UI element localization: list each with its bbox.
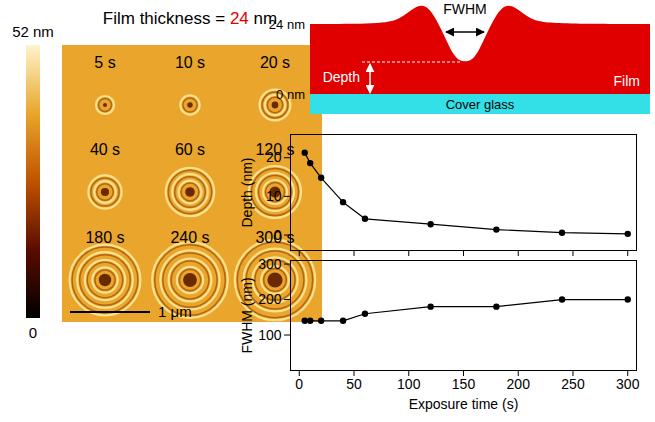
svg-text:240 s: 240 s — [170, 229, 209, 246]
svg-text:100: 100 — [258, 326, 282, 342]
svg-text:20 s: 20 s — [260, 54, 290, 71]
svg-text:Exposure time (s): Exposure time (s) — [409, 396, 519, 412]
svg-text:60 s: 60 s — [175, 141, 205, 158]
svg-text:120 s: 120 s — [255, 141, 295, 158]
svg-text:10: 10 — [266, 188, 282, 204]
svg-text:150: 150 — [452, 376, 476, 392]
svg-text:20: 20 — [266, 149, 282, 165]
svg-text:300 s: 300 s — [255, 229, 295, 246]
svg-text:52 nm: 52 nm — [12, 23, 54, 40]
svg-text:0: 0 — [29, 324, 37, 341]
svg-text:0 nm: 0 nm — [276, 87, 305, 102]
svg-text:24 nm: 24 nm — [269, 17, 305, 32]
svg-text:Film thickness = 24 nm: Film thickness = 24 nm — [103, 9, 277, 28]
svg-text:0: 0 — [274, 227, 282, 243]
svg-text:1 μm: 1 μm — [158, 303, 192, 320]
svg-text:10 s: 10 s — [175, 54, 205, 71]
svg-text:300: 300 — [258, 256, 282, 272]
svg-text:FWHM: FWHM — [443, 1, 487, 17]
svg-text:250: 250 — [561, 376, 585, 392]
svg-text:5 s: 5 s — [94, 54, 115, 71]
svg-text:200: 200 — [507, 376, 531, 392]
svg-text:Cover glass: Cover glass — [446, 97, 515, 112]
svg-text:50: 50 — [346, 376, 362, 392]
svg-text:Film: Film — [614, 73, 640, 89]
svg-text:300: 300 — [616, 376, 640, 392]
svg-text:0: 0 — [295, 376, 303, 392]
svg-text:40 s: 40 s — [90, 141, 120, 158]
svg-text:100: 100 — [397, 376, 421, 392]
svg-text:200: 200 — [258, 291, 282, 307]
svg-text:FWHM (nm): FWHM (nm) — [239, 277, 255, 353]
svg-text:Depth: Depth — [323, 69, 360, 85]
svg-text:180 s: 180 s — [85, 229, 124, 246]
svg-text:Depth (nm): Depth (nm) — [239, 157, 255, 227]
